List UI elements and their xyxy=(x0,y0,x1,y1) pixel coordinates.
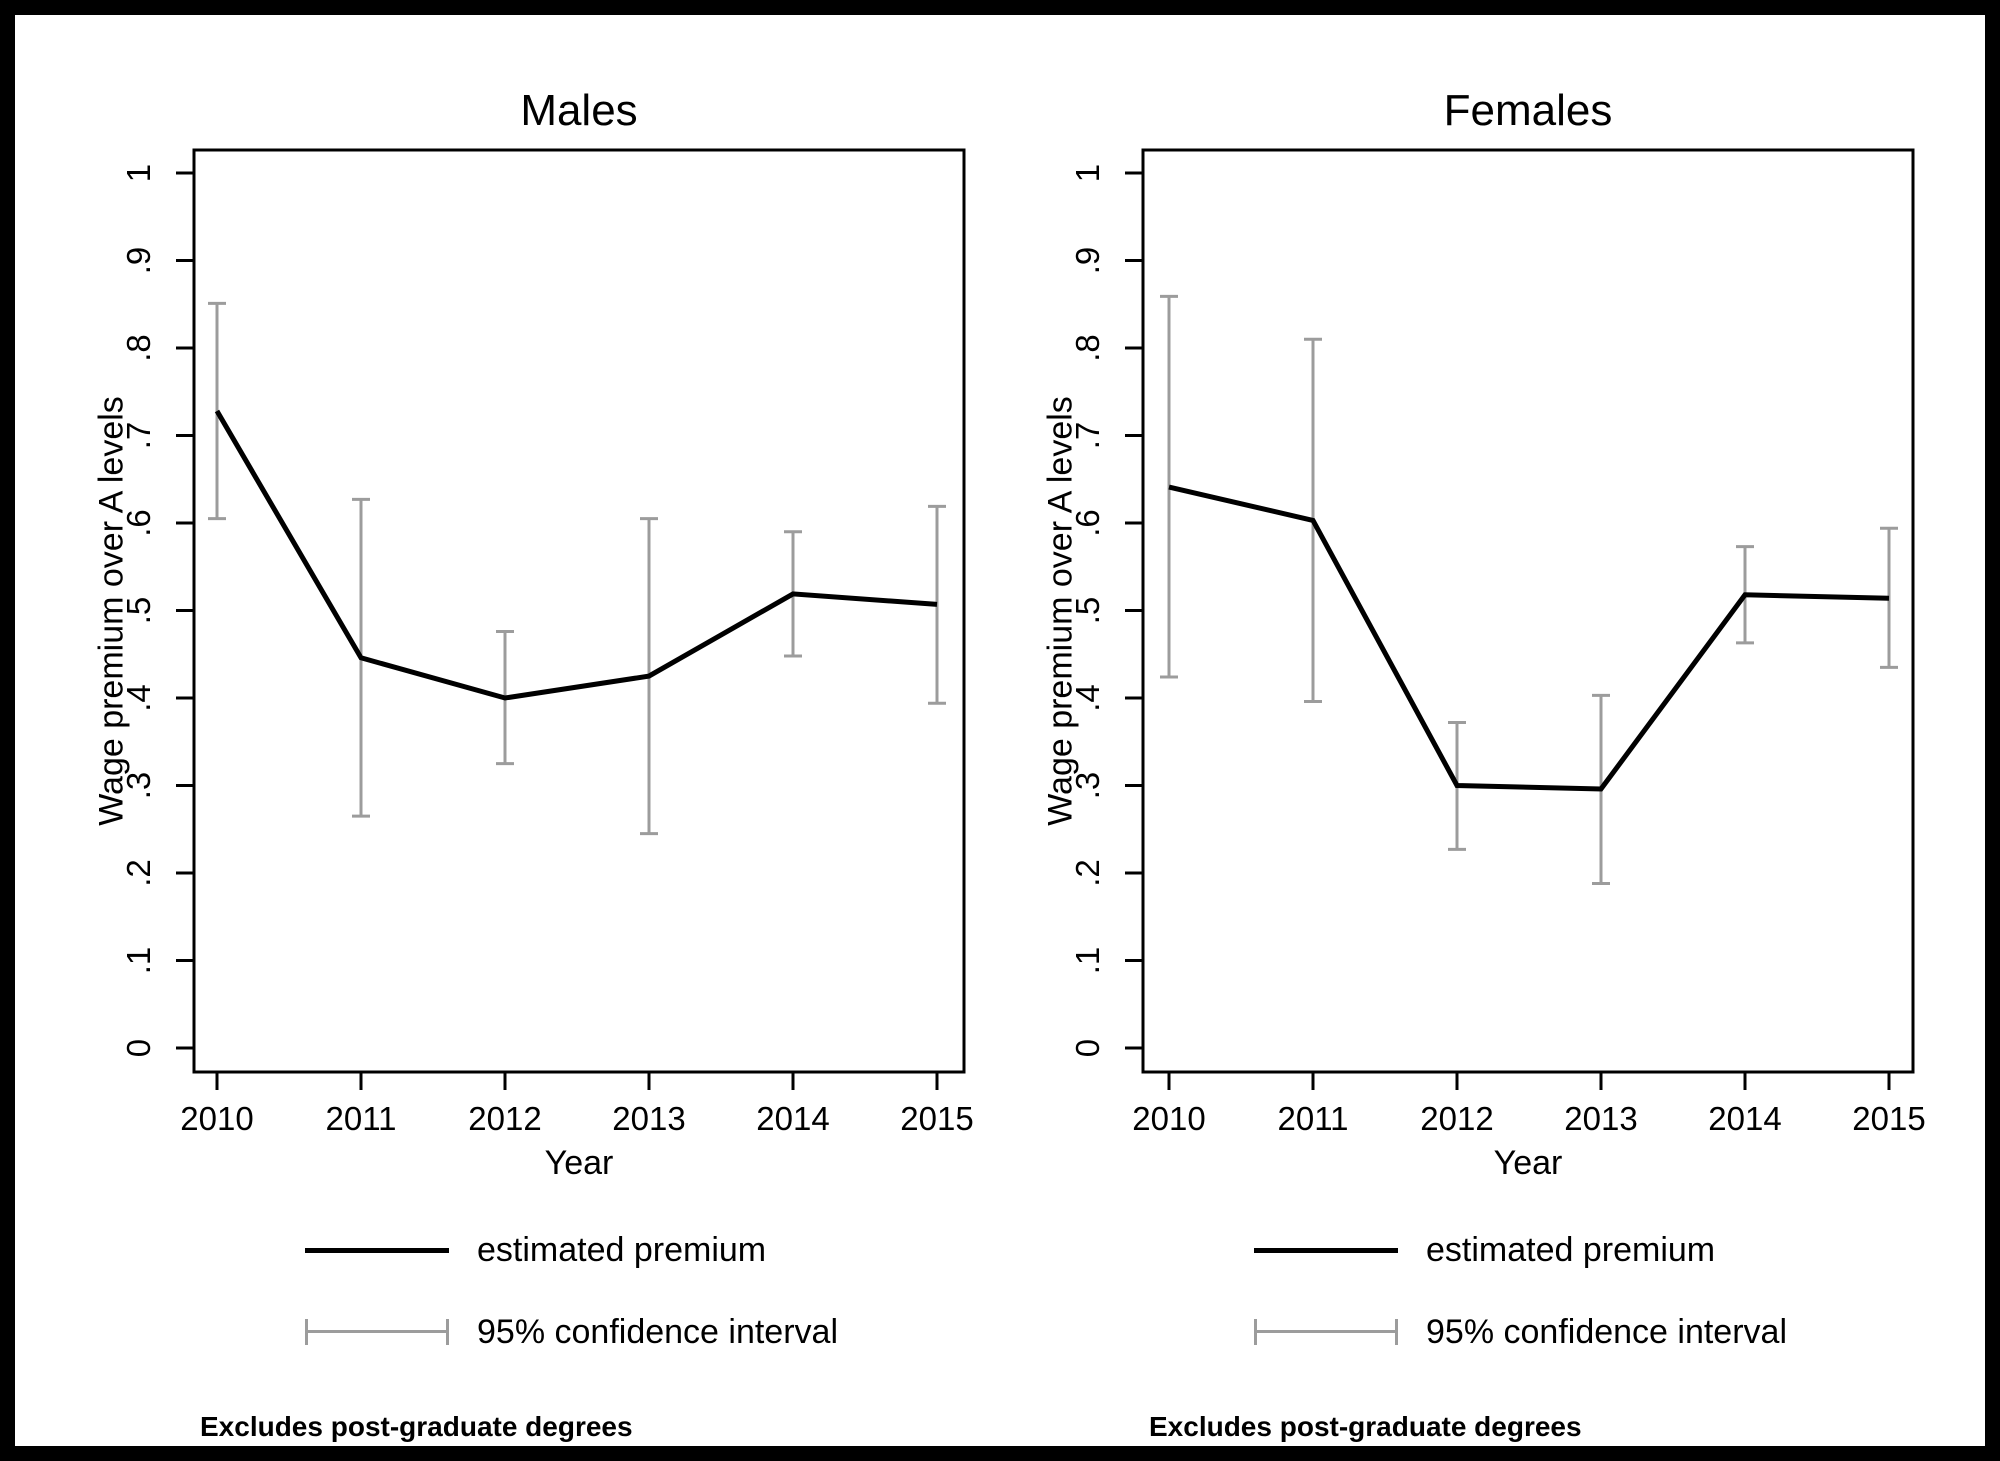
plot-box xyxy=(1141,148,1915,1074)
chart-panel-females: 0 .1 .2 .3 .4 .5 .6 .7 .8 .9 1 2010 2011 2012 2013 2014… xyxy=(1069,148,1926,1137)
chart-panel-males: 0 .1 .2 .3 .4 .5 .6 .7 .8 .9 1 2010 2011 2012 2013 2014… xyxy=(120,148,974,1137)
x-tick-label: 2015 xyxy=(1852,1100,1925,1137)
y-tick-label: 1 xyxy=(120,164,157,182)
x-tick-label: 2011 xyxy=(326,1100,397,1137)
chart-title-females: Females xyxy=(1443,86,1613,135)
y-tick-label: .2 xyxy=(1069,859,1106,887)
charts-svg: 0 .1 .2 .3 .4 .5 .6 .7 .8 .9 1 2010 2011 2012 2013 2014… xyxy=(120,148,1926,1137)
estimate-line xyxy=(1168,484,1890,792)
y-tick-label: .6 xyxy=(120,509,157,537)
y-tick-label: .3 xyxy=(1069,772,1106,800)
ci-cap-right xyxy=(1395,1319,1398,1345)
x-tick-label: 2014 xyxy=(1708,1100,1781,1137)
y-tick-label: .7 xyxy=(120,422,157,450)
footnote-males: Excludes post-graduate degrees xyxy=(200,1411,633,1442)
x-tick-label: 2013 xyxy=(1564,1100,1637,1137)
x-tick-label: 2012 xyxy=(1420,1100,1493,1137)
y-tick-label: .9 xyxy=(120,247,157,275)
y-tick-label: .4 xyxy=(1069,684,1106,712)
estimate-line xyxy=(214,409,938,701)
y-tick-label: .7 xyxy=(1069,422,1106,450)
legend-entry-estimate-females: estimated premium xyxy=(1254,1232,1715,1268)
figure-background: 0 .1 .2 .3 .4 .5 .6 .7 .8 .9 1 2010 2011 2012 2013 2014… xyxy=(15,15,1985,1446)
legend-entry-ci-males: 95% confidence interval xyxy=(305,1314,838,1350)
legend-entry-estimate-males: estimated premium xyxy=(305,1232,766,1268)
y-tick-label: .4 xyxy=(120,684,157,712)
y-tick-label: 0 xyxy=(120,1039,157,1057)
y-tick-label: .3 xyxy=(120,772,157,800)
y-tick-label: .8 xyxy=(120,334,157,362)
legend-label: 95% confidence interval xyxy=(477,1313,839,1351)
x-axis-label-males: Year xyxy=(544,1144,614,1182)
chart-title-males: Males xyxy=(520,86,638,135)
ci-cap-right xyxy=(446,1319,449,1345)
x-tick-label: 2014 xyxy=(756,1100,829,1137)
y-axis-label-males: Wage premium over A levels xyxy=(92,396,131,826)
legend-label: estimated premium xyxy=(477,1231,767,1269)
legend-entry-ci-females: 95% confidence interval xyxy=(1254,1314,1787,1350)
y-tick-label: 0 xyxy=(1069,1039,1106,1057)
y-tick-label: .1 xyxy=(120,947,157,975)
y-tick-label: 1 xyxy=(1069,164,1106,182)
y-tick-label: .9 xyxy=(1069,247,1106,275)
y-tick-label: .8 xyxy=(1069,334,1106,362)
x-tick-label: 2012 xyxy=(468,1100,541,1137)
x-axis-label-females: Year xyxy=(1493,1144,1563,1182)
legend-label: estimated premium xyxy=(1426,1231,1716,1269)
x-tick-label: 2010 xyxy=(180,1100,253,1137)
y-tick-label: .6 xyxy=(1069,509,1106,537)
y-tick-label: .2 xyxy=(120,859,157,887)
estimate-line-swatch xyxy=(305,1247,449,1253)
y-tick-label: .5 xyxy=(120,597,157,625)
ci-line xyxy=(305,1330,449,1333)
ci-errorbar-swatch xyxy=(1254,1319,1398,1345)
x-tick-label: 2013 xyxy=(612,1100,685,1137)
x-tick-label: 2011 xyxy=(1278,1100,1349,1137)
ci-errorbar-swatch xyxy=(305,1319,449,1345)
footnote-females: Excludes post-graduate degrees xyxy=(1149,1411,1582,1442)
x-tick-label: 2015 xyxy=(900,1100,973,1137)
y-tick-label: .5 xyxy=(1069,597,1106,625)
y-axis-label-females: Wage premium over A levels xyxy=(1041,396,1080,826)
estimate-line-swatch xyxy=(1254,1247,1398,1253)
legend-label: 95% confidence interval xyxy=(1426,1313,1788,1351)
y-tick-label: .1 xyxy=(1069,947,1106,975)
ci-line xyxy=(1254,1330,1398,1333)
x-tick-label: 2010 xyxy=(1132,1100,1205,1137)
plot-box xyxy=(192,148,966,1074)
